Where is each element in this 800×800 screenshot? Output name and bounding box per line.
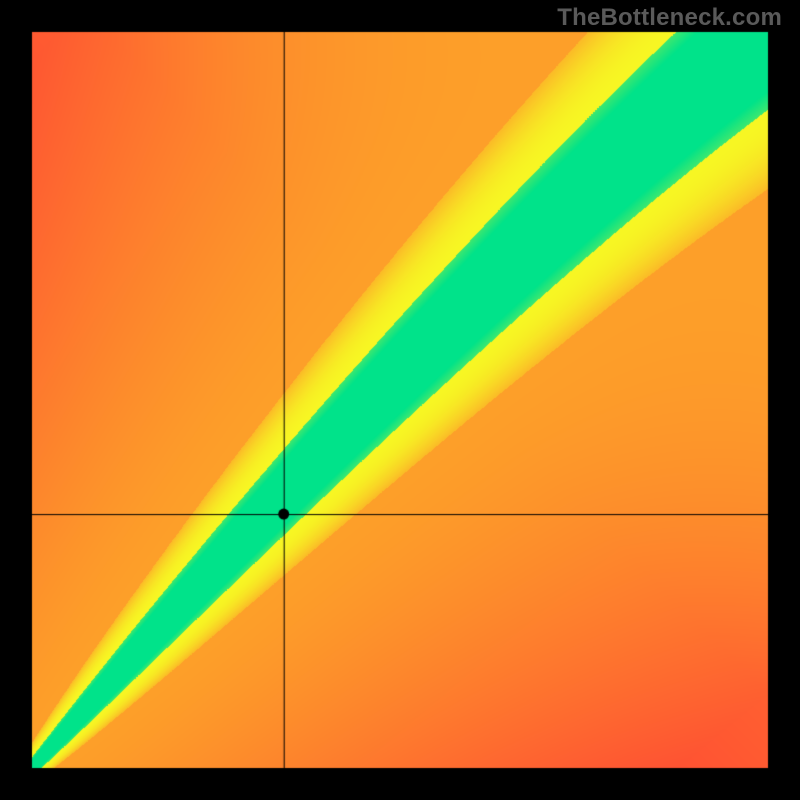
chart-container: TheBottleneck.com <box>0 0 800 800</box>
watermark-text: TheBottleneck.com <box>557 4 782 32</box>
heatmap-canvas <box>0 0 800 800</box>
